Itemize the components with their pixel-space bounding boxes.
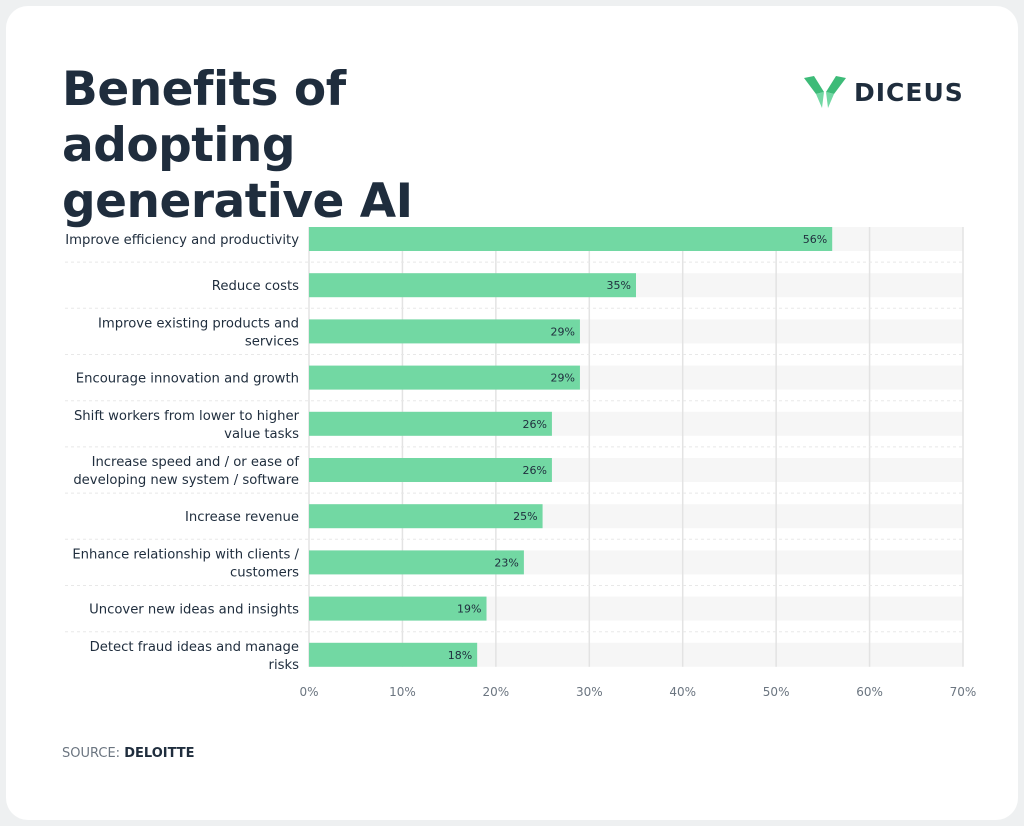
x-tick-label: 0% [299,685,318,699]
category-label: Increase speed and / or ease of [92,455,300,470]
category-label: Enhance relationship with clients / [72,547,299,562]
x-tick-label: 70% [950,685,977,699]
bar [309,596,487,621]
category-label: Reduce costs [212,279,299,294]
data-label: 26% [522,418,546,431]
category-label: Uncover new ideas and insights [89,603,299,618]
x-tick-label: 20% [483,685,510,699]
bar [309,550,524,575]
bar [309,273,636,298]
x-tick-label: 60% [856,685,883,699]
data-label: 29% [550,325,574,338]
data-label: 18% [448,649,472,662]
data-label: 19% [457,603,481,616]
category-label: services [245,334,299,349]
data-label: 23% [494,556,518,569]
data-label: 25% [513,510,537,523]
bar [309,458,552,482]
category-label: Shift workers from lower to higher [74,409,300,424]
bar [309,227,833,251]
category-label: Detect fraud ideas and manage [90,640,299,655]
x-tick-label: 50% [763,685,790,699]
source-note: SOURCE: DELOITTE [62,746,195,761]
category-label: Improve efficiency and productivity [65,233,299,248]
category-label: Improve existing products and [98,316,299,331]
category-label: Increase revenue [185,510,299,525]
category-label: value tasks [224,427,299,442]
data-label: 56% [803,233,827,246]
logo-text: DICEUS [854,77,964,107]
data-label: 35% [607,279,631,292]
bar [309,642,478,667]
x-tick-label: 10% [389,685,416,699]
data-label: 26% [522,464,546,477]
bar [309,365,580,390]
category-label: developing new system / software [73,473,299,488]
category-label: Encourage innovation and growth [76,372,299,387]
data-label: 29% [550,372,574,385]
category-label: risks [269,658,300,673]
bar [309,504,543,529]
bar [309,411,552,436]
bar [309,319,580,344]
source-label: SOURCE: [62,746,121,761]
x-tick-label: 30% [576,685,603,699]
source-value: DELOITTE [124,746,195,761]
category-label: customers [230,565,299,580]
page-title: Benefits of adopting generative AI [62,62,413,229]
butterfly-logo-icon [804,76,846,108]
x-tick-label: 40% [669,685,696,699]
diceus-logo: DICEUS [802,74,964,110]
